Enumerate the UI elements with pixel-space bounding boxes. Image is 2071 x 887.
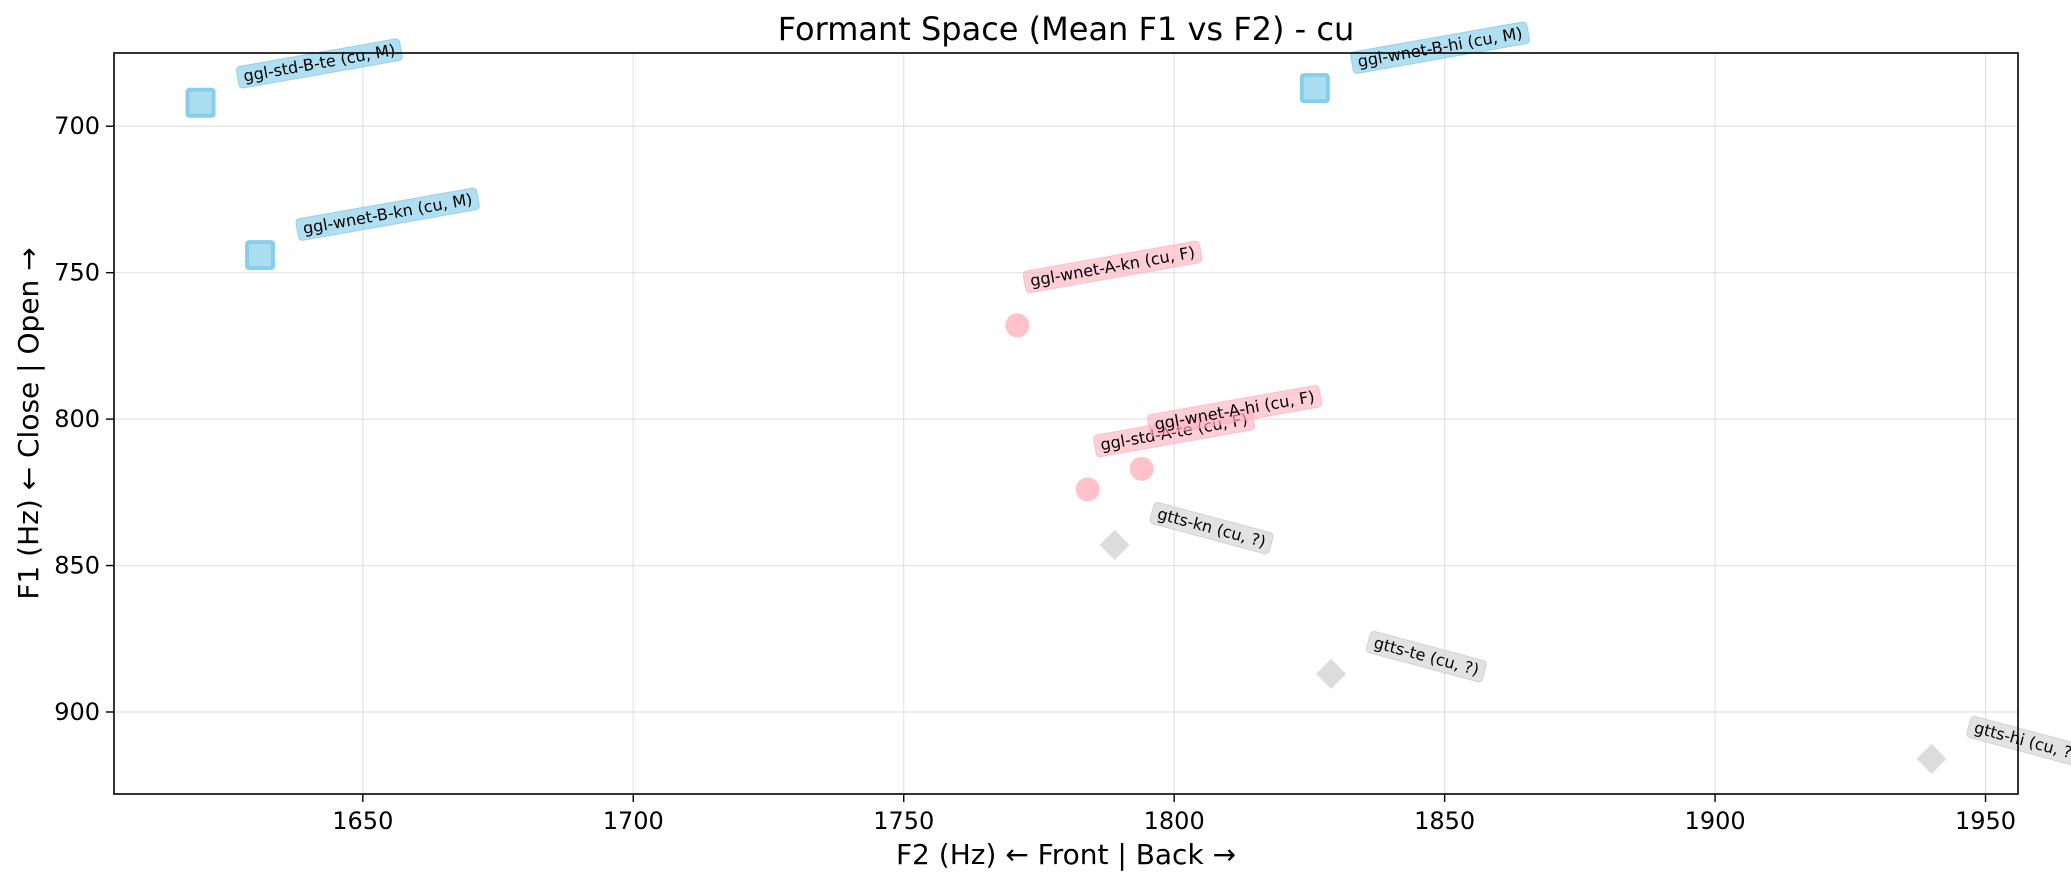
data-points <box>185 73 1947 774</box>
data-point-ggl-std-b-te-cu-m <box>185 87 216 118</box>
plot-area-frame <box>113 52 2019 795</box>
y-tick-label: 800 <box>54 405 100 433</box>
x-tick-label: 1950 <box>1955 807 2016 835</box>
data-point-ggl-wnet-a-kn-cu-f <box>1005 313 1030 338</box>
x-tick-label: 1800 <box>1144 807 1205 835</box>
data-point-ggl-wnet-a-hi-cu-f <box>1129 456 1154 481</box>
point-label-background <box>1149 501 1274 555</box>
point-label-background <box>1147 385 1323 437</box>
y-tick-label: 850 <box>54 552 100 580</box>
x-axis-ticks: 1650 1700 1750 1800 1850 1900 1950 <box>332 794 2016 835</box>
point-label-background <box>1365 630 1487 683</box>
x-axis-title: F2 (Hz) ← Front | Back → <box>896 838 1236 871</box>
point-label-background <box>295 187 480 241</box>
y-axis-ticks: 700 750 800 850 900 <box>54 112 114 726</box>
data-point-gtts-kn-cu <box>1099 530 1130 561</box>
data-point-ggl-wnet-b-hi-cu-m <box>1299 73 1330 104</box>
x-tick-label: 1650 <box>332 807 393 835</box>
point-label-background <box>1022 240 1203 294</box>
x-tick-label: 1750 <box>873 807 934 835</box>
y-tick-label: 900 <box>54 698 100 726</box>
data-point-ggl-wnet-b-kn-cu-m <box>245 240 276 271</box>
chart-title: Formant Space (Mean F1 vs F2) - cu <box>778 10 1354 48</box>
data-point-ggl-std-a-te-cu-f <box>1075 477 1100 502</box>
x-tick-label: 1850 <box>1414 807 1475 835</box>
y-tick-label: 750 <box>54 259 100 287</box>
data-point-gtts-hi-cu <box>1916 743 1947 774</box>
point-label-background <box>1350 21 1530 74</box>
y-tick-label: 700 <box>54 112 100 140</box>
point-label-background <box>1966 715 2071 767</box>
x-tick-label: 1900 <box>1685 807 1746 835</box>
data-point-gtts-te-cu <box>1316 658 1347 689</box>
x-tick-label: 1700 <box>603 807 664 835</box>
y-axis-title: F1 (Hz) ← Close | Open → <box>12 247 45 599</box>
